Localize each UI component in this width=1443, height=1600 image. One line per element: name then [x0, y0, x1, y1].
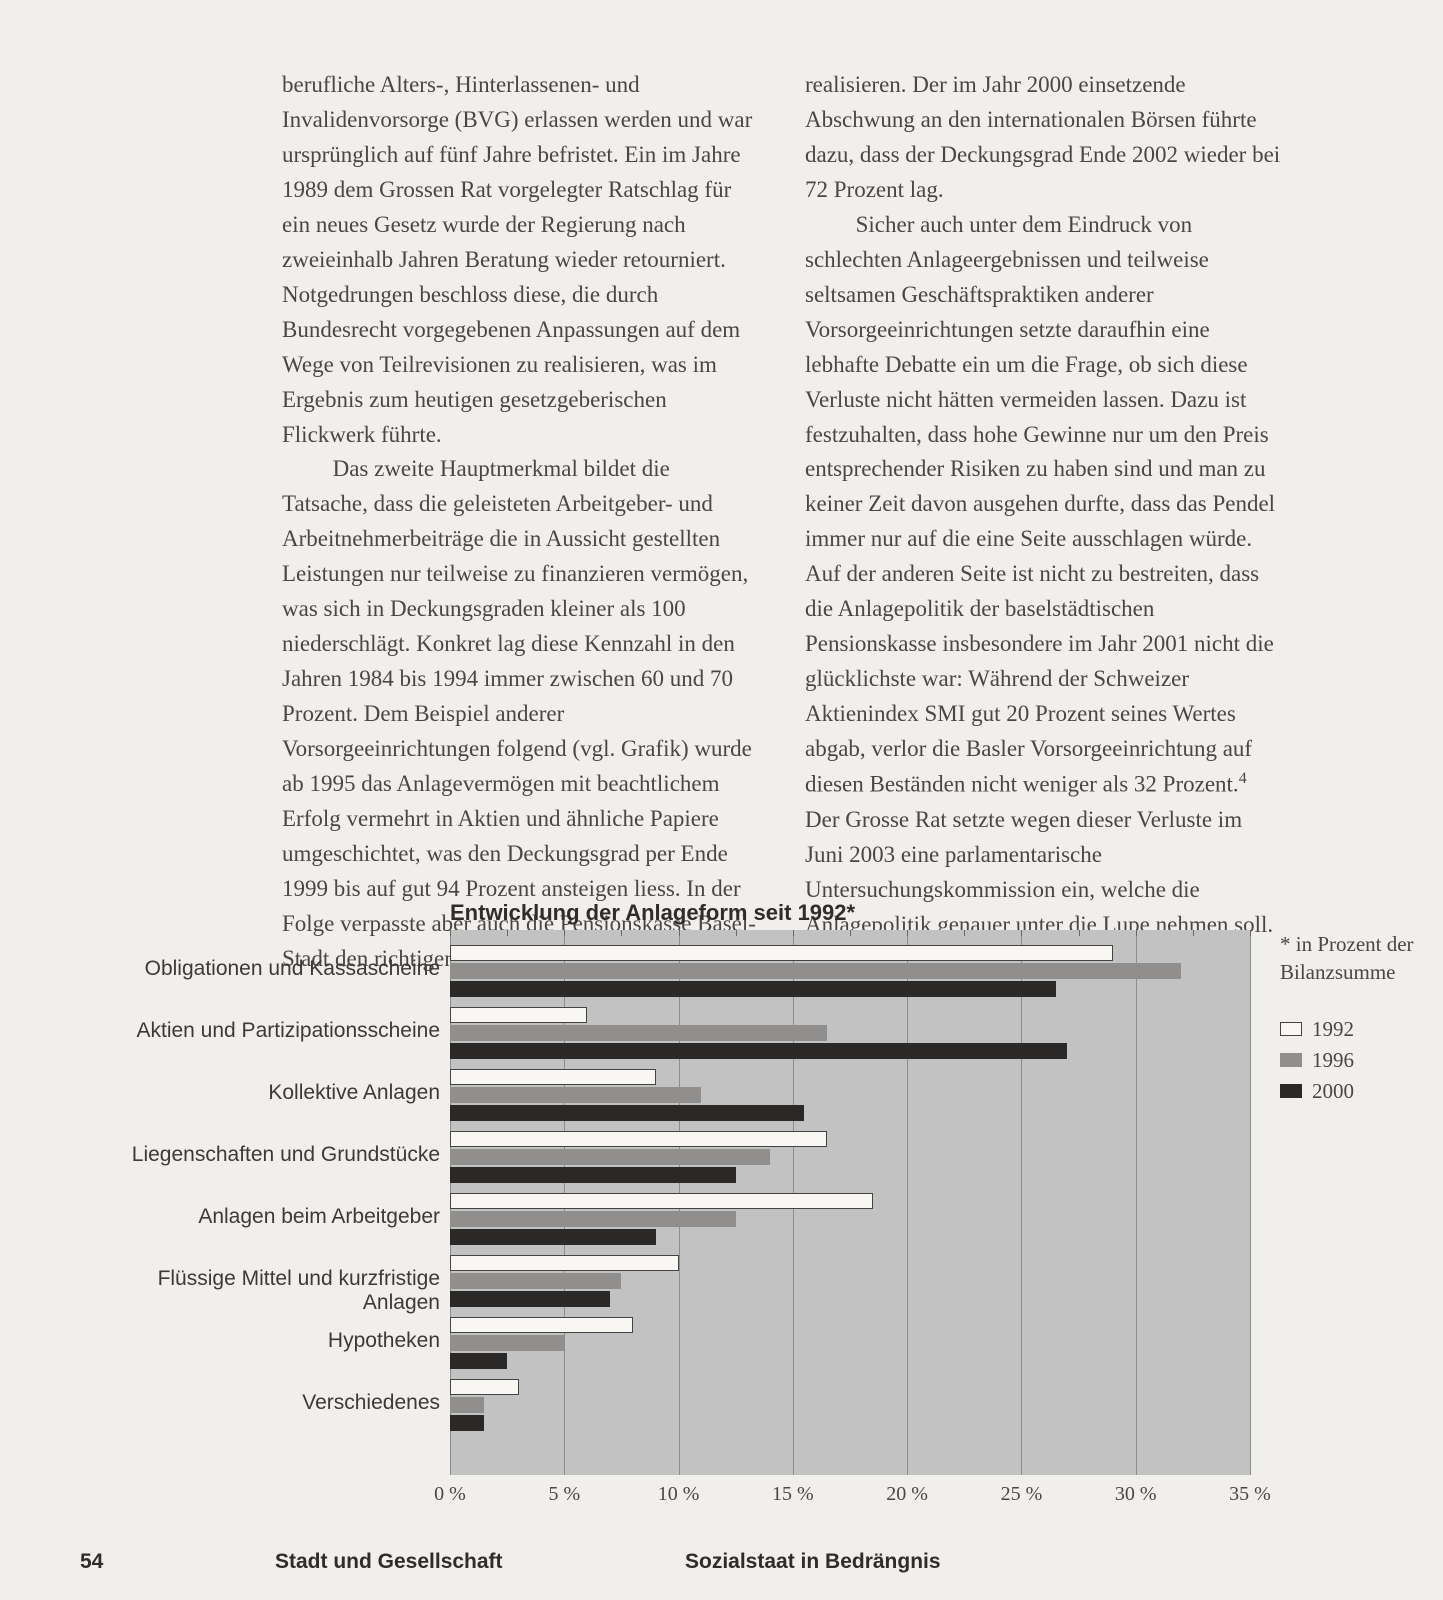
legend-item-1996: 1996: [1280, 1048, 1443, 1073]
chart-category-label: Flüssige Mittel und kurzfristige Anlagen: [80, 1267, 440, 1315]
chart-x-tick-label: 25 %: [1001, 1483, 1043, 1506]
chart-bar-y1992: [450, 1255, 679, 1271]
chart-bar-y1996: [450, 1335, 564, 1351]
paragraph-3a: Sicher auch unter dem Eindruck von schle…: [805, 212, 1275, 797]
chart-gridline: [1250, 930, 1251, 1475]
legend-item-1992: 1992: [1280, 1017, 1443, 1042]
chart-bar-y2000: [450, 1415, 484, 1431]
chart-bar-y1992: [450, 1069, 656, 1085]
legend-swatch-1992: [1280, 1022, 1302, 1036]
chart-top-tick: [1193, 930, 1194, 936]
chart-top-tick: [1079, 930, 1080, 936]
chart-x-tick-label: 35 %: [1229, 1483, 1271, 1506]
page-number: 54: [80, 1550, 103, 1573]
chart-bar-y1996: [450, 1149, 770, 1165]
legend-item-2000: 2000: [1280, 1079, 1443, 1104]
chart-x-tick-label: 30 %: [1115, 1483, 1157, 1506]
chart-bar-y2000: [450, 1353, 507, 1369]
chart-row: Kollektive Anlagen: [450, 1069, 1250, 1131]
chart-plot-inner: Obligationen und KassascheineAktien und …: [450, 930, 1250, 1475]
chart-row: Hypotheken: [450, 1317, 1250, 1379]
footer-subject: Sozialstaat in Bedrängnis: [685, 1550, 941, 1574]
chart-category-label: Obligationen und Kassascheine: [80, 957, 440, 981]
chart-x-tick-label: 10 %: [658, 1483, 700, 1506]
chart-bar-y2000: [450, 1105, 804, 1121]
chart-x-tick-label: 15 %: [772, 1483, 814, 1506]
chart-top-tick: [507, 930, 508, 936]
chart-bar-y1996: [450, 1025, 827, 1041]
chart-top-tick: [679, 930, 680, 936]
legend-label-1992: 1992: [1312, 1017, 1354, 1042]
chart-bar-y2000: [450, 1291, 610, 1307]
chart-category-label: Anlagen beim Arbeitgeber: [80, 1205, 440, 1229]
chart-category-label: Liegenschaften und Grundstücke: [80, 1143, 440, 1167]
page-root: berufliche Alters-, Hinterlassenen- und …: [0, 0, 1443, 1600]
chart-bar-y1992: [450, 1379, 519, 1395]
chart-bar-y1992: [450, 1193, 873, 1209]
chart-top-tick: [1021, 930, 1022, 936]
paragraph-1: berufliche Alters-, Hinterlassenen- und …: [282, 68, 759, 452]
chart-bar-y2000: [450, 1229, 656, 1245]
chart-category-label: Kollektive Anlagen: [80, 1081, 440, 1105]
legend-label-2000: 2000: [1312, 1079, 1354, 1104]
chart-category-label: Verschiedenes: [80, 1391, 440, 1415]
footer-section: Stadt und Gesellschaft: [275, 1550, 503, 1574]
chart-top-tick: [564, 930, 565, 936]
chart-bar-y2000: [450, 1043, 1067, 1059]
chart-bar-y2000: [450, 1167, 736, 1183]
chart-top-tick: [736, 930, 737, 936]
chart-note: * in Prozent der Bilanzsumme: [1280, 930, 1443, 987]
paragraph-3: Sicher auch unter dem Eindruck von schle…: [805, 208, 1282, 943]
legend-label-1996: 1996: [1312, 1048, 1354, 1073]
legend-swatch-1996: [1280, 1053, 1302, 1067]
chart-category-label: Aktien und Partizipationsscheine: [80, 1019, 440, 1043]
chart-bar-y1996: [450, 1397, 484, 1413]
chart-row: Liegenschaften und Grundstücke: [450, 1131, 1250, 1193]
chart-top-tick: [907, 930, 908, 936]
chart-top-tick: [793, 930, 794, 936]
chart-top-tick: [850, 930, 851, 936]
chart-bar-y1996: [450, 1273, 621, 1289]
chart-bar-y1996: [450, 1087, 701, 1103]
chart-row: Aktien und Partizipationsscheine: [450, 1007, 1250, 1069]
paragraph-3b: Der Grosse Rat setzte wegen dieser Verlu…: [805, 807, 1273, 937]
chart-bar-y1992: [450, 1317, 633, 1333]
chart-plot: Obligationen und KassascheineAktien und …: [450, 930, 1250, 1475]
chart-bar-y1992: [450, 1131, 827, 1147]
chart-title: Entwicklung der Anlageform seit 1992*: [450, 900, 855, 926]
chart-row: Verschiedenes: [450, 1379, 1250, 1441]
chart-legend: * in Prozent der Bilanzsumme 1992 1996 2…: [1280, 930, 1443, 1110]
body-text: berufliche Alters-, Hinterlassenen- und …: [282, 68, 1282, 977]
legend-swatch-2000: [1280, 1084, 1302, 1098]
chart-top-tick: [1250, 930, 1251, 936]
chart-top-tick: [964, 930, 965, 936]
chart-top-tick: [1136, 930, 1137, 936]
chart-bar-y1996: [450, 1211, 736, 1227]
page-footer: 54 Stadt und Gesellschaft Sozialstaat in…: [80, 1550, 1380, 1574]
chart-top-tick: [450, 930, 451, 936]
chart-top-tick: [621, 930, 622, 936]
chart-bar-y1996: [450, 963, 1181, 979]
chart-bar-y1992: [450, 1007, 587, 1023]
footnote-marker: 4: [1239, 770, 1247, 787]
chart-x-tick-label: 20 %: [886, 1483, 928, 1506]
chart-bar-y2000: [450, 981, 1056, 997]
chart-row: Anlagen beim Arbeitgeber: [450, 1193, 1250, 1255]
chart-x-tick-label: 0 %: [434, 1483, 466, 1506]
chart-row: Flüssige Mittel und kurzfristige Anlagen: [450, 1255, 1250, 1317]
chart-x-tick-label: 5 %: [548, 1483, 580, 1506]
chart-bar-y1992: [450, 945, 1113, 961]
chart-row: Obligationen und Kassascheine: [450, 945, 1250, 1007]
chart-category-label: Hypotheken: [80, 1329, 440, 1353]
